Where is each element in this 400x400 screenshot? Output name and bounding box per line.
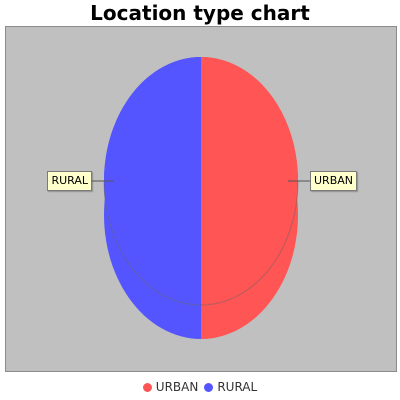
pie-slice-rural (104, 57, 201, 305)
legend: URBAN RURAL (0, 378, 400, 396)
plot-area: RURAL URBAN (5, 26, 397, 372)
legend-marker-urban (142, 382, 152, 392)
slice-label-rural: RURAL (47, 171, 92, 191)
legend-item-urban: URBAN (142, 380, 199, 394)
legend-marker-rural (204, 382, 214, 392)
legend-label-rural: RURAL (217, 380, 258, 394)
pie-slice-urban (201, 57, 298, 305)
chart-title: Location type chart (90, 1, 310, 25)
slice-label-urban: URBAN (310, 171, 357, 191)
pie-rim (103, 180, 299, 306)
legend-label-urban: URBAN (155, 380, 199, 394)
pie-chart (92, 57, 310, 339)
legend-item-rural: RURAL (204, 380, 257, 394)
